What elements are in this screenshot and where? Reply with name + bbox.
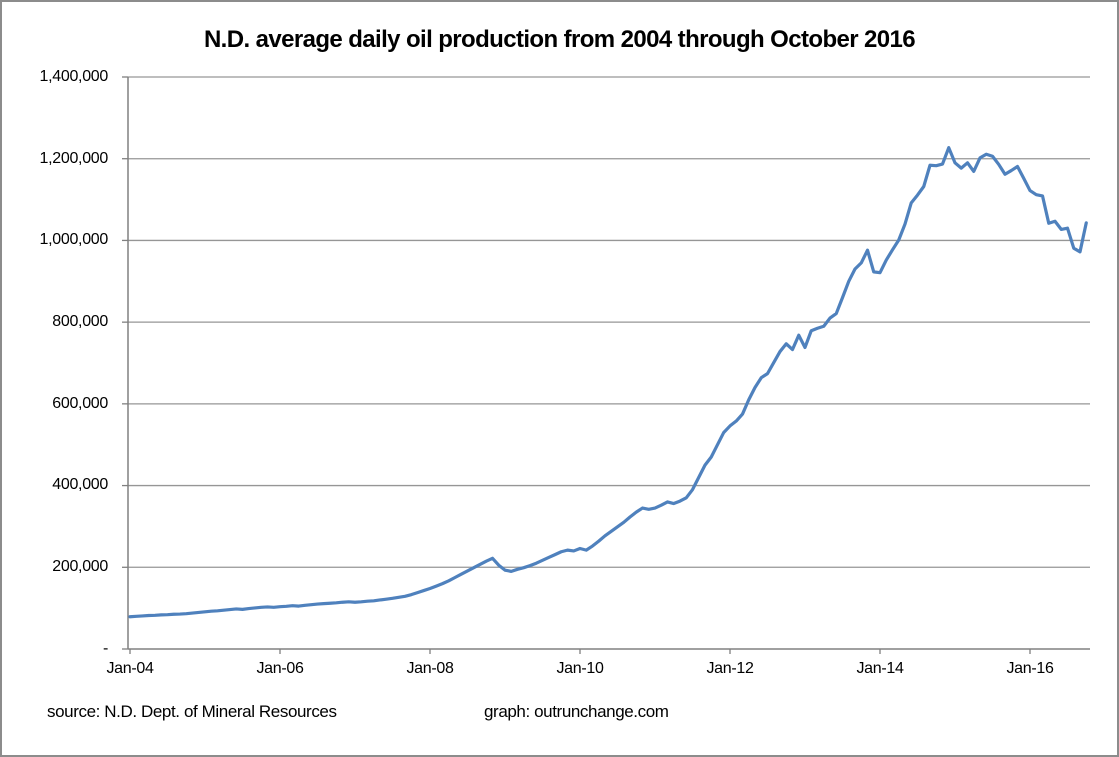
- y-axis-tick-label: 800,000: [52, 313, 108, 330]
- y-axis-tick-label: 1,200,000: [39, 150, 109, 167]
- y-axis-tick-label: 200,000: [52, 558, 108, 575]
- y-axis-tick-label: 600,000: [52, 395, 108, 412]
- y-axis-tick-label: 1,400,000: [39, 68, 109, 85]
- x-axis-tick-label: Jan-06: [256, 660, 304, 677]
- graph-credit: graph: outrunchange.com: [484, 702, 669, 721]
- x-axis-tick-label: Jan-12: [706, 660, 754, 677]
- chart-title: N.D. average daily oil production from 2…: [203, 26, 916, 53]
- x-axis-tick-label: Jan-04: [106, 660, 154, 677]
- x-axis-tick-label: Jan-14: [856, 660, 904, 677]
- y-axis-tick-label: 1,000,000: [39, 231, 109, 248]
- y-axis-tick-label: -: [102, 640, 108, 657]
- x-axis-tick-label: Jan-16: [1006, 660, 1054, 677]
- x-axis-tick-label: Jan-08: [406, 660, 454, 677]
- x-axis-tick-label: Jan-10: [556, 660, 604, 677]
- source-attribution: source: N.D. Dept. of Mineral Resources: [47, 702, 337, 721]
- y-axis-tick-label: 400,000: [52, 476, 108, 493]
